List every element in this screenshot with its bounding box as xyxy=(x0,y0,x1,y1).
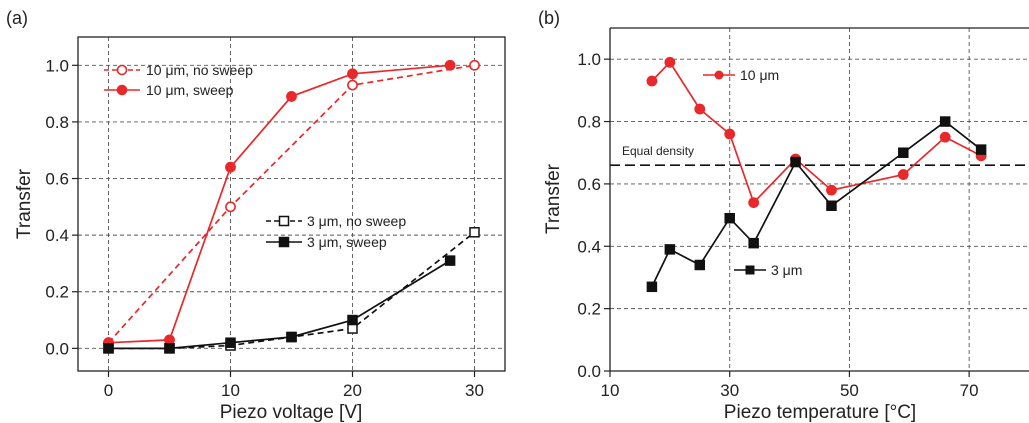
series-marker-1 xyxy=(164,334,175,346)
panel-b-series xyxy=(646,56,987,293)
legend-label-3um: 3 μm xyxy=(771,262,802,278)
panel-b-xlabel: Piezo temperature [°C] xyxy=(724,402,916,423)
x-tick-label: 30 xyxy=(720,381,739,400)
series-line-3 xyxy=(108,259,451,350)
series-marker-1 xyxy=(646,281,658,293)
series-marker-1 xyxy=(748,237,759,249)
legend-marker-10um-no-sweep xyxy=(116,64,128,76)
y-tick-label: 0.4 xyxy=(45,226,69,245)
legend-label-10um: 10 μm xyxy=(740,67,779,83)
x-tick-label: 30 xyxy=(465,381,484,400)
series-marker-3 xyxy=(347,314,358,326)
series-marker-1 xyxy=(939,116,951,127)
y-tick-label: 0.6 xyxy=(577,175,601,194)
series-marker-3 xyxy=(286,331,297,343)
series-marker-1 xyxy=(790,156,801,168)
panel-b-label: (b) xyxy=(538,8,560,28)
panel-b-ylabel: Transfer xyxy=(543,163,564,234)
panel-a-grid xyxy=(78,37,505,371)
series-marker-0 xyxy=(225,201,236,213)
legend-marker-3um-no-sweep xyxy=(278,215,290,227)
series-line-1 xyxy=(651,120,982,288)
series-marker-0 xyxy=(646,75,658,87)
series-marker-1 xyxy=(898,147,909,158)
legend-marker-10um xyxy=(714,70,724,80)
series-marker-0 xyxy=(939,131,951,143)
y-tick-label: 0.2 xyxy=(45,283,69,302)
y-tick-label: 0.0 xyxy=(577,362,601,381)
legend-label-10um-no-sweep: 10 μm, no sweep xyxy=(146,62,253,78)
x-tick-label: 20 xyxy=(343,381,362,400)
x-tick-label: 10 xyxy=(601,381,620,400)
series-marker-0 xyxy=(664,56,676,68)
series-marker-1 xyxy=(444,59,456,71)
series-marker-0 xyxy=(724,128,736,140)
series-line-2 xyxy=(108,231,476,350)
series-marker-3 xyxy=(444,255,456,266)
equal-density-label: Equal density xyxy=(622,144,694,158)
panel-b-grid xyxy=(610,28,1029,371)
series-marker-0 xyxy=(748,197,760,209)
series-line-1 xyxy=(108,64,451,344)
y-tick-label: 0.0 xyxy=(45,339,69,358)
series-marker-1 xyxy=(694,259,706,271)
panel-a-ticks: 0 10 20 30 0.0 0.2 0.4 0.6 0.8 1.0 xyxy=(45,56,484,400)
panel-a-legend-black: 3 μm, no sweep 3 μm, sweep xyxy=(266,213,406,250)
panel-a-ylabel: Transfer xyxy=(14,168,35,239)
series-marker-1 xyxy=(975,144,987,155)
series-marker-2 xyxy=(347,323,358,334)
series-marker-0 xyxy=(469,59,480,71)
x-tick-label: 50 xyxy=(840,381,859,400)
series-marker-0 xyxy=(347,79,358,91)
series-marker-0 xyxy=(897,169,909,180)
x-tick-label: 10 xyxy=(221,381,240,400)
y-tick-label: 0.6 xyxy=(45,170,69,189)
legend-marker-10um-sweep xyxy=(116,84,128,96)
legend-marker-3um-sweep xyxy=(278,236,290,248)
series-marker-1 xyxy=(225,161,236,173)
legend-label-10um-sweep: 10 μm, sweep xyxy=(146,82,234,98)
series-marker-1 xyxy=(826,200,837,211)
legend-marker-3um xyxy=(745,265,755,275)
x-tick-label: 0 xyxy=(104,381,113,400)
panel-a: (a) 0 10 20 30 0.0 0.2 0.4 0.6 0.8 1.0 10 μm, no … xyxy=(6,8,506,423)
x-tick-label: 70 xyxy=(960,381,979,400)
series-marker-3 xyxy=(225,337,236,348)
panel-a-series xyxy=(103,59,480,354)
series-line-0 xyxy=(651,60,982,205)
series-marker-1 xyxy=(724,212,735,224)
panel-a-label: (a) xyxy=(6,8,28,28)
panel-b-ticks: 10 30 50 70 0.0 0.2 0.4 0.6 0.8 1.0 xyxy=(577,50,978,400)
panel-b-legend: 10 μm 3 μm xyxy=(703,67,802,278)
y-tick-label: 0.8 xyxy=(577,113,601,132)
panel-a-frame xyxy=(77,36,506,372)
series-marker-0 xyxy=(826,184,837,196)
series-marker-3 xyxy=(103,343,114,354)
series-marker-2 xyxy=(469,227,480,238)
series-marker-3 xyxy=(164,343,175,354)
y-tick-label: 0.8 xyxy=(45,113,69,132)
series-marker-0 xyxy=(694,103,706,115)
series-marker-1 xyxy=(664,244,676,255)
panel-a-xlabel: Piezo voltage [V] xyxy=(220,402,363,423)
legend-label-3um-no-sweep: 3 μm, no sweep xyxy=(307,213,406,229)
y-tick-label: 1.0 xyxy=(577,50,601,69)
legend-label-3um-sweep: 3 μm, sweep xyxy=(307,234,387,250)
y-tick-label: 1.0 xyxy=(45,56,69,75)
series-marker-1 xyxy=(286,91,297,102)
panel-a-legend-red: 10 μm, no sweep 10 μm, sweep xyxy=(104,62,253,98)
y-tick-label: 0.4 xyxy=(577,237,601,256)
y-tick-label: 0.2 xyxy=(577,300,601,319)
series-marker-1 xyxy=(347,68,358,80)
series-line-0 xyxy=(107,64,475,344)
panel-b: (b) Equal density 10 30 50 70 0.0 0.2 0.4 0.6 0.… xyxy=(538,8,1029,423)
